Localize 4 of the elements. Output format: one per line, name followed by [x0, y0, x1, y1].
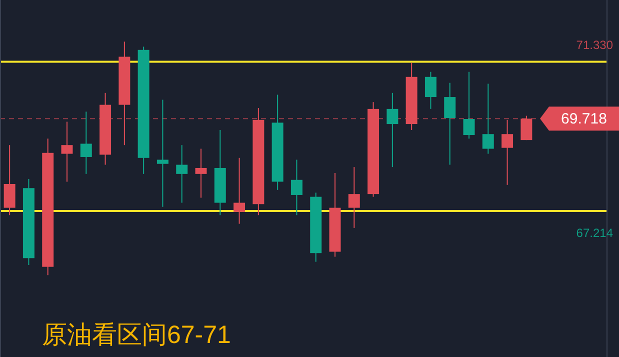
ref-line-label: 69.718: [561, 110, 607, 128]
y-tick-label: 67.214: [576, 226, 614, 240]
text: 原油看区间67-71: [42, 321, 231, 349]
y-tick-label: 71.330: [576, 38, 614, 52]
